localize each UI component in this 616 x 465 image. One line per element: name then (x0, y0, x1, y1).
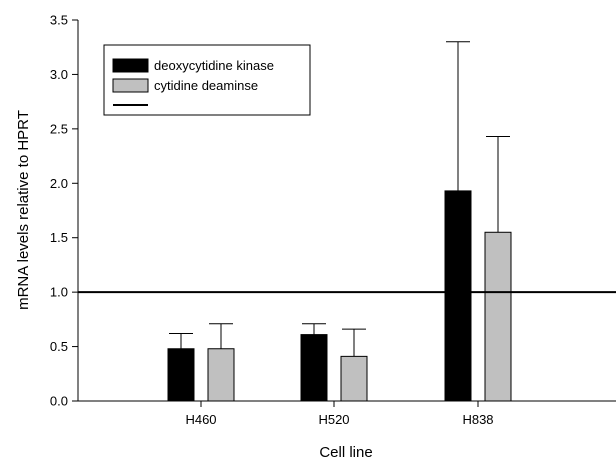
x-tick-label: H460 (185, 412, 216, 427)
legend-swatch-series-2 (112, 78, 149, 93)
bar-deoxycytidine-kinase-h520 (300, 334, 328, 402)
y-ticks: 0.0 0.5 1.0 1.5 2.0 2.5 3.0 3.5 (50, 13, 78, 409)
y-tick-label: 3.5 (50, 13, 68, 28)
legend-label-series-2: cytidine deaminse (154, 78, 258, 93)
legend-label-series-1: deoxycytidine kinase (154, 58, 274, 73)
legend: deoxycytidine kinase cytidine deaminse (103, 44, 311, 116)
y-axis-title: mRNA levels relative to HPRT (15, 110, 32, 310)
x-tick-label: H520 (318, 412, 349, 427)
y-tick-label: 2.0 (50, 176, 68, 191)
axes-layer (77, 20, 616, 402)
bar-cytidine-deaminse-h838 (484, 231, 512, 402)
bar-deoxycytidine-kinase-h460 (167, 348, 195, 402)
y-tick-label: 3.0 (50, 67, 68, 82)
bar-cytidine-deaminse-h520 (340, 355, 368, 402)
x-axis-title: Cell line (319, 444, 372, 460)
x-ticks: H460 H520 H838 (185, 401, 494, 427)
bar-deoxycytidine-kinase-h838 (444, 190, 472, 402)
y-tick-label: 1.5 (50, 230, 68, 245)
x-tick-label: H838 (462, 412, 493, 427)
y-tick-label: 1.0 (50, 285, 68, 300)
y-tick-label: 2.5 (50, 121, 68, 136)
bar-cytidine-deaminse-h460 (207, 348, 235, 402)
legend-swatch-series-1 (112, 58, 149, 73)
y-tick-label: 0.5 (50, 339, 68, 354)
y-tick-label: 0.0 (50, 394, 68, 409)
